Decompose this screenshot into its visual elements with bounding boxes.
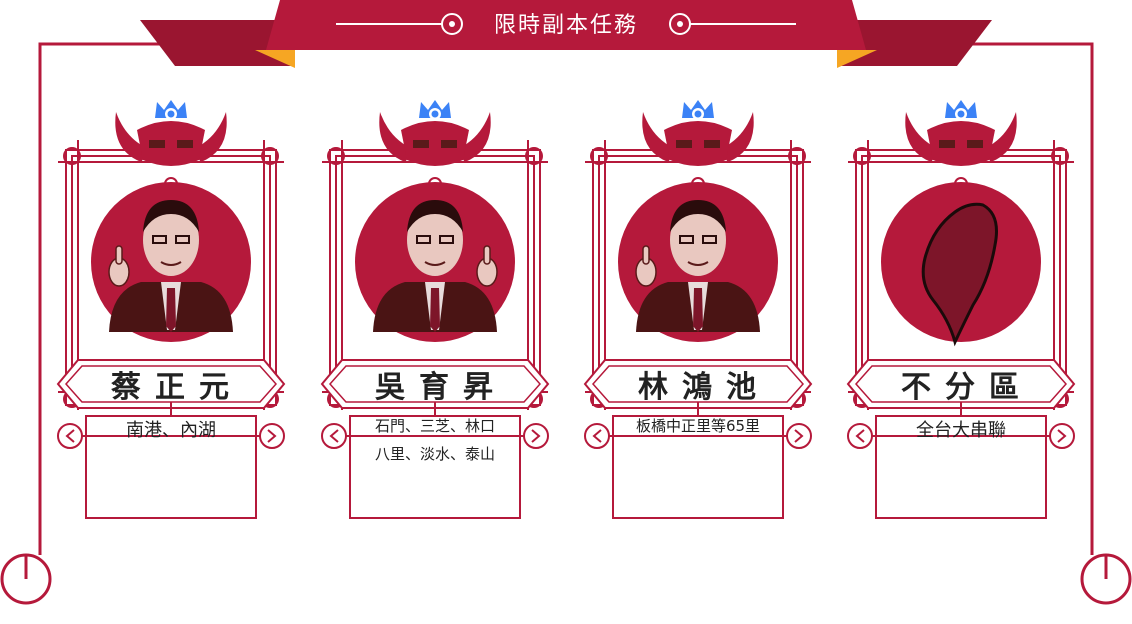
party-badge-icon bbox=[945, 100, 977, 120]
candidate-card: 吳育昇石門、三芝、林口 八里、淡水、泰山 bbox=[320, 0, 550, 624]
chevron-left-icon bbox=[57, 423, 83, 449]
area-line: 全台大串聯 bbox=[916, 420, 1006, 441]
banner-title: 限時副本任務 bbox=[493, 13, 638, 38]
candidate-name: 蔡正元 bbox=[111, 370, 243, 405]
area-panel bbox=[584, 415, 812, 519]
electoral-area: 板橋中正里等65里 bbox=[613, 412, 783, 502]
chevron-left-icon bbox=[584, 423, 610, 449]
area-line: 南港、內湖 bbox=[126, 420, 216, 441]
chevron-right-icon bbox=[259, 423, 285, 449]
name-plate bbox=[846, 359, 1076, 416]
card-frame bbox=[56, 100, 286, 519]
chevron-left-icon bbox=[847, 423, 873, 449]
cai-portrait bbox=[108, 200, 233, 332]
area-line: 板橋中正里等65里 bbox=[635, 417, 761, 435]
candidate-name: 林鴻池 bbox=[638, 370, 770, 405]
candidate-card: 蔡正元南港、內湖 bbox=[56, 0, 286, 624]
candidate-card: 林鴻池板橋中正里等65里 bbox=[583, 0, 813, 624]
area-panel bbox=[847, 415, 1075, 519]
candidate-name: 不分區 bbox=[901, 370, 1033, 405]
area-panel bbox=[57, 415, 285, 519]
chevron-right-icon bbox=[1049, 423, 1075, 449]
electoral-area: 石門、三芝、林口 八里、淡水、泰山 bbox=[350, 412, 520, 502]
party-badge-icon bbox=[155, 100, 187, 120]
card-frame bbox=[846, 100, 1076, 519]
title-banner bbox=[140, 0, 992, 68]
candidate-card: 不分區全台大串聯 bbox=[846, 0, 1076, 624]
name-plate bbox=[56, 359, 286, 416]
card-frame bbox=[320, 100, 550, 519]
area-line: 八里、淡水、泰山 bbox=[374, 445, 495, 463]
candidate-name: 吳育昇 bbox=[375, 370, 507, 405]
name-plate bbox=[583, 359, 813, 416]
electoral-area: 全台大串聯 bbox=[876, 416, 1046, 506]
wu-portrait bbox=[373, 200, 498, 332]
card-frame bbox=[583, 100, 813, 519]
party-badge-icon bbox=[419, 100, 451, 120]
electoral-area: 南港、內湖 bbox=[86, 416, 256, 506]
lin-portrait bbox=[635, 200, 760, 332]
area-line: 石門、三芝、林口 bbox=[374, 417, 495, 435]
taiwan-map bbox=[921, 202, 998, 347]
name-plate bbox=[320, 359, 550, 416]
area-panel bbox=[321, 415, 549, 519]
chevron-right-icon bbox=[523, 423, 549, 449]
party-badge-icon bbox=[682, 100, 714, 120]
chevron-left-icon bbox=[321, 423, 347, 449]
chevron-right-icon bbox=[786, 423, 812, 449]
